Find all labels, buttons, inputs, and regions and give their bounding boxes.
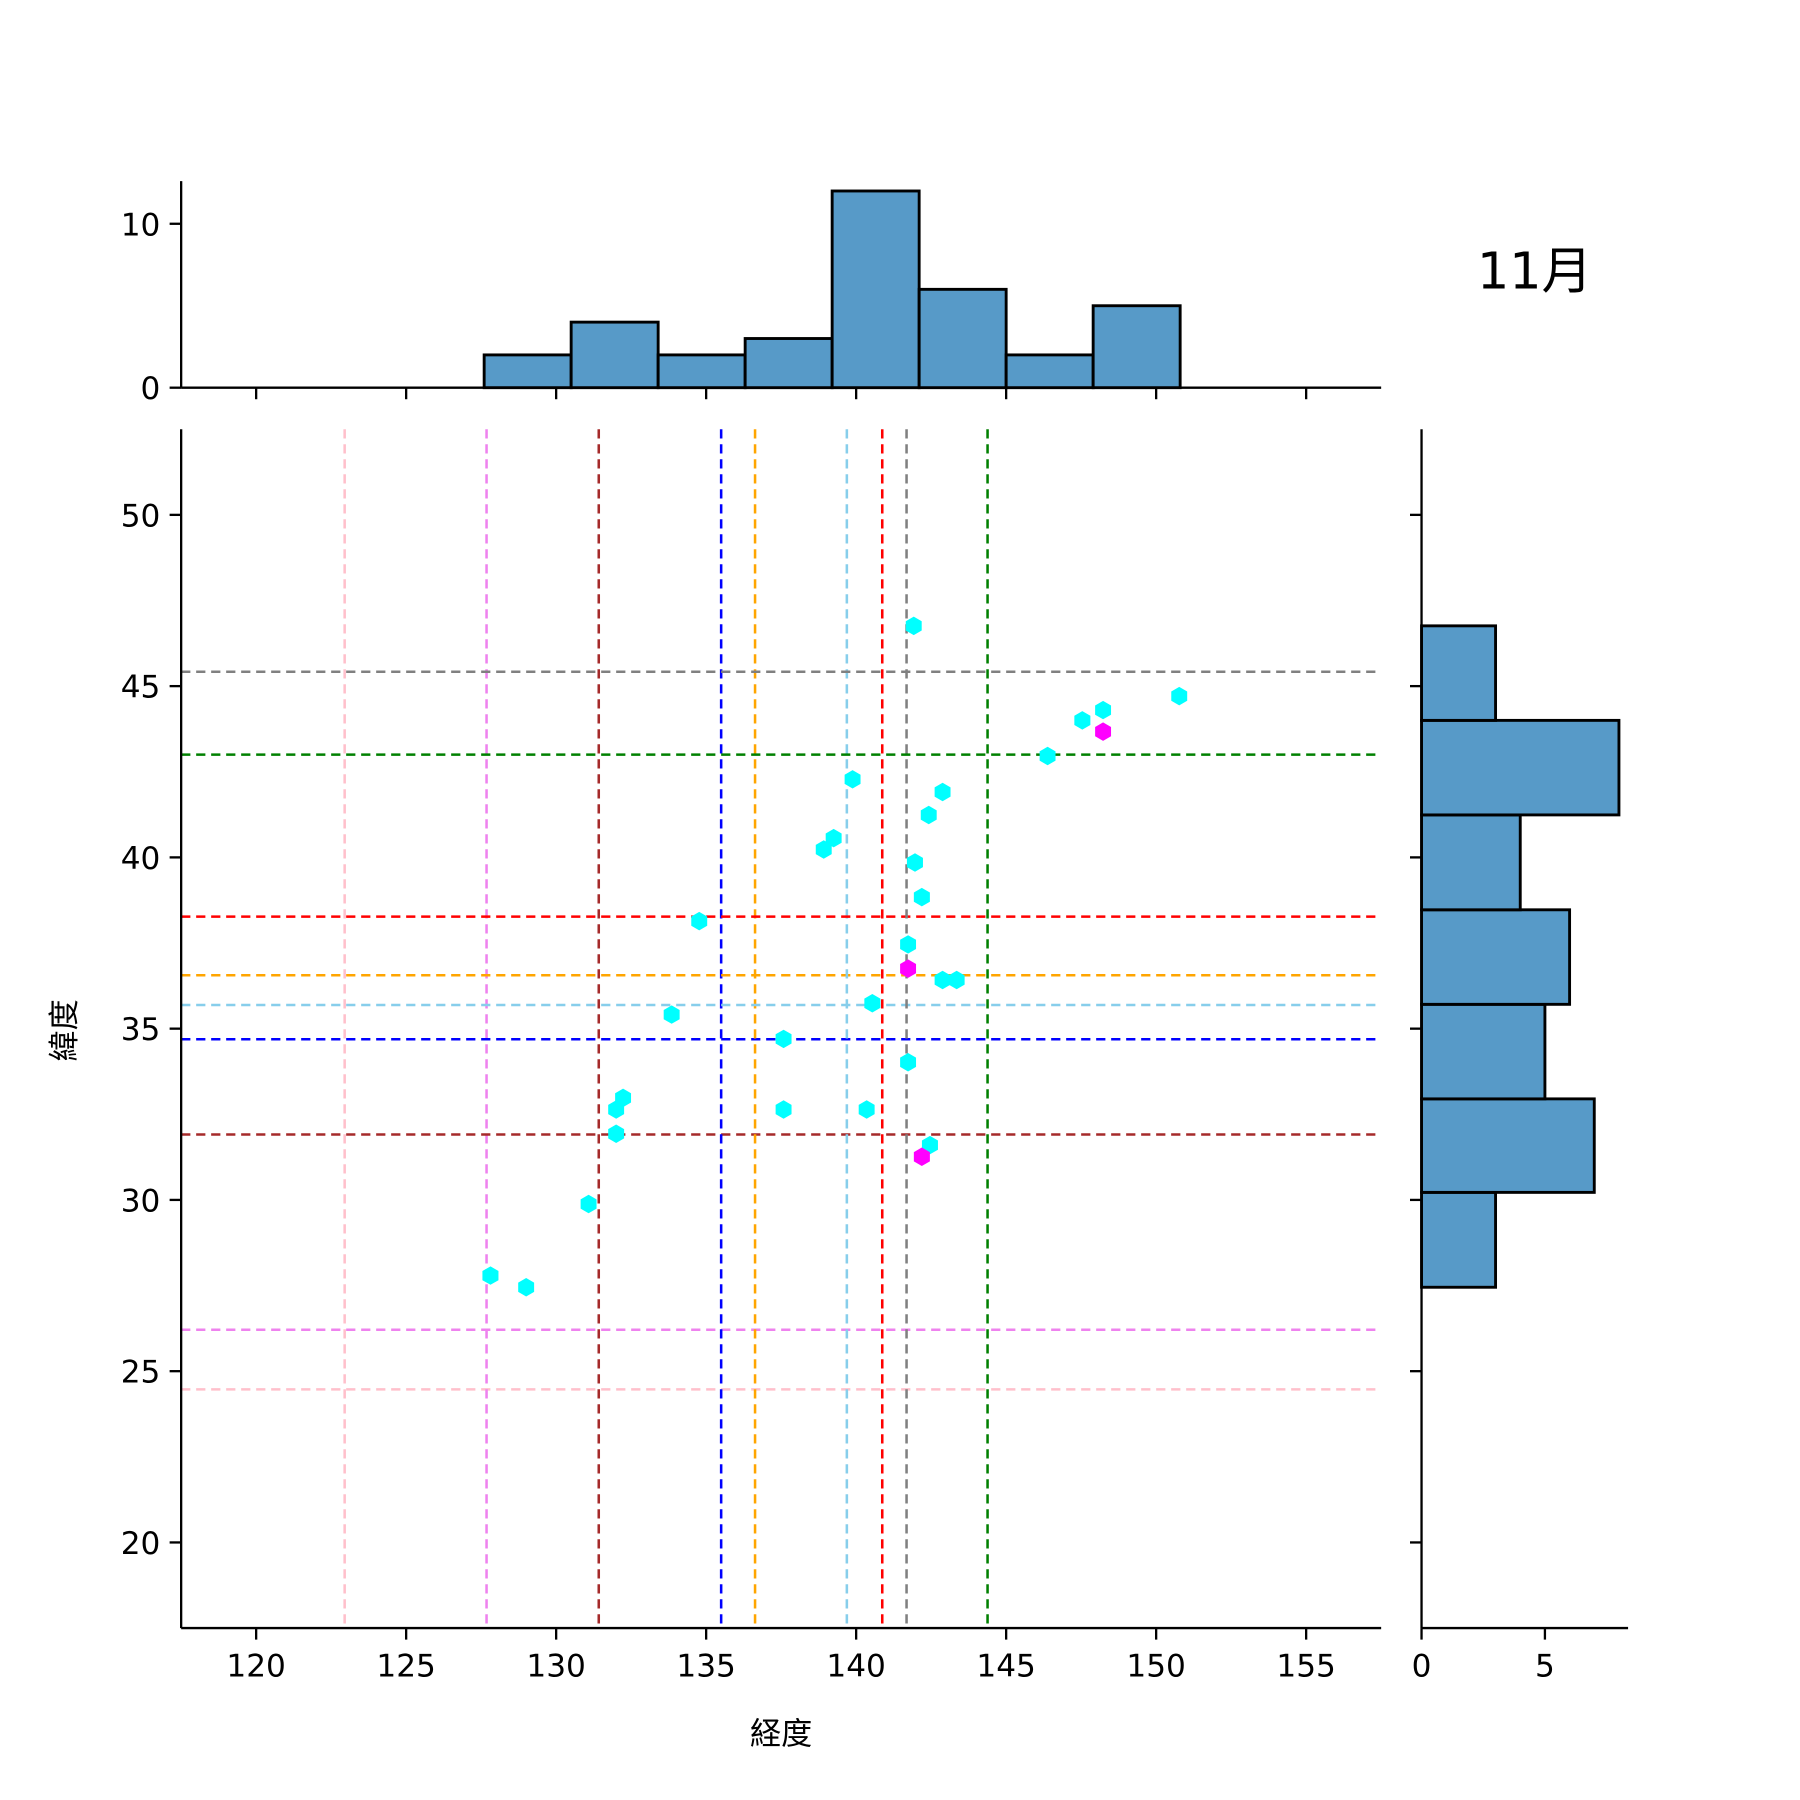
y-tick-label: 50 xyxy=(121,498,161,534)
data-point xyxy=(934,782,951,802)
x-tick-label: 125 xyxy=(376,1649,435,1685)
data-point xyxy=(913,887,930,907)
histogram-bar xyxy=(917,287,1008,390)
y-tick-label: 30 xyxy=(121,1183,161,1219)
data-point xyxy=(825,828,842,848)
x-axis-label: 経度 xyxy=(750,1717,812,1753)
histogram-bar xyxy=(569,320,660,390)
top-hist-y-tick-label: 0 xyxy=(141,371,161,407)
data-point xyxy=(691,911,708,931)
y-axis-label: 緯度 xyxy=(47,999,83,1061)
histogram-bar xyxy=(1420,813,1522,912)
data-point xyxy=(921,1135,938,1155)
histogram-bar xyxy=(830,189,921,390)
histogram-bar xyxy=(1420,1190,1498,1289)
data-point xyxy=(815,840,832,859)
data-point xyxy=(906,853,923,872)
scatter-points xyxy=(482,616,1188,1297)
data-point xyxy=(1171,686,1188,706)
histogram-bar xyxy=(1420,908,1572,1006)
data-point xyxy=(920,805,937,825)
right-hist-x-tick-label: 0 xyxy=(1412,1649,1432,1685)
data-point xyxy=(1074,711,1091,730)
top-hist-y-tick-label: 10 xyxy=(121,207,161,243)
top-histogram: 0 10 xyxy=(121,181,1382,407)
histogram-bar xyxy=(1420,718,1621,817)
data-point xyxy=(913,1147,930,1166)
y-tick-label: 25 xyxy=(121,1355,161,1391)
data-point xyxy=(608,1124,625,1143)
data-point xyxy=(934,970,951,990)
histogram-bar xyxy=(1091,304,1182,390)
x-tick-label: 140 xyxy=(826,1649,885,1685)
data-point xyxy=(900,959,917,978)
y-tick-label: 45 xyxy=(121,670,161,706)
data-point xyxy=(518,1278,535,1297)
data-point xyxy=(580,1194,597,1214)
data-point xyxy=(663,1005,680,1024)
x-tick-label: 135 xyxy=(676,1649,735,1685)
data-point xyxy=(905,616,922,636)
data-point xyxy=(482,1266,499,1285)
data-point xyxy=(900,935,917,954)
data-point xyxy=(775,1029,792,1049)
y-tick-label: 20 xyxy=(121,1526,161,1562)
y-tick-label: 35 xyxy=(121,1012,161,1048)
data-point xyxy=(608,1100,625,1119)
chart-title: 11月 xyxy=(1477,241,1592,300)
data-point xyxy=(858,1100,875,1119)
reference-lines xyxy=(181,429,1382,1629)
main-axes: 120 125 130 135 140 145 150 155 20 25 30 35 40 45 50 xyxy=(121,429,1382,1685)
data-point xyxy=(1095,700,1112,720)
data-point xyxy=(844,770,861,789)
x-tick-label: 145 xyxy=(976,1649,1035,1685)
y-tick-label: 40 xyxy=(121,841,161,877)
x-tick-label: 130 xyxy=(526,1649,585,1685)
histogram-bar xyxy=(482,353,573,390)
histogram-bar xyxy=(743,337,834,390)
histogram-bar xyxy=(656,353,747,390)
data-point xyxy=(1095,722,1112,741)
histogram-bar xyxy=(1420,1097,1596,1194)
x-tick-label: 150 xyxy=(1126,1649,1185,1685)
x-tick-label: 120 xyxy=(226,1649,285,1685)
data-point xyxy=(775,1100,792,1119)
x-tick-label: 155 xyxy=(1276,1649,1335,1685)
histogram-bar xyxy=(1004,353,1095,390)
histogram-bar xyxy=(1420,1002,1547,1101)
data-point xyxy=(1039,746,1056,766)
data-point xyxy=(948,970,965,990)
data-point xyxy=(864,994,881,1013)
right-hist-x-tick-label: 5 xyxy=(1535,1649,1555,1685)
data-point xyxy=(900,1053,917,1072)
histogram-bar xyxy=(1420,624,1498,722)
